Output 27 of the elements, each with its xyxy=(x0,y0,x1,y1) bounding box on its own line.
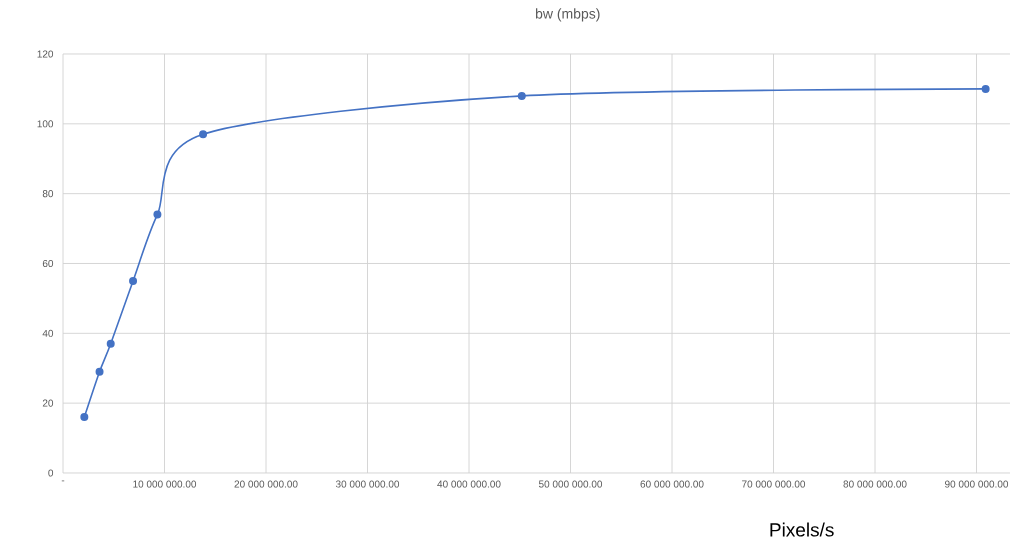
point xyxy=(106,339,115,348)
point xyxy=(153,210,162,219)
y-tick-label: 0 xyxy=(48,469,54,477)
x-tick-label: 10 000 000.00 xyxy=(133,480,197,488)
point xyxy=(199,130,208,139)
x-tick-label: 80 000 000.00 xyxy=(843,480,907,488)
x-tick-label: 50 000 000.00 xyxy=(538,480,603,488)
y-tick-label: 60 xyxy=(42,259,54,268)
chart-title: bw (mbps) xyxy=(536,8,600,22)
point xyxy=(517,91,526,100)
x-tick-label: 20 000 000.00 xyxy=(234,480,298,488)
point xyxy=(981,84,990,93)
y-tick-label: 40 xyxy=(42,329,54,337)
y-tick-label: 100 xyxy=(37,120,54,128)
x-tick-label: 30 000 000.00 xyxy=(335,480,400,488)
x-tick-label: - xyxy=(61,480,65,482)
x-tick-label: 40 000 000.00 xyxy=(437,480,501,488)
x-tick-label: 90 000 000.00 xyxy=(945,480,1009,488)
y-tick-label: 20 xyxy=(42,399,54,407)
point xyxy=(95,367,104,376)
point xyxy=(80,413,89,422)
point xyxy=(129,276,138,285)
x-axis-title: Pixels/s xyxy=(770,522,834,537)
x-tick-label: 70 000 000.00 xyxy=(742,480,806,488)
y-tick-label: 80 xyxy=(42,190,54,198)
y-tick-label: 120 xyxy=(37,50,54,58)
x-tick-label: 60 000 000.00 xyxy=(640,480,704,488)
